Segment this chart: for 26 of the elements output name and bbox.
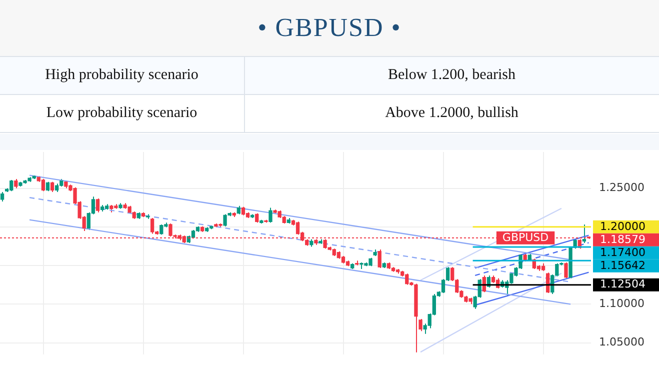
text: Below 1.200, bearish <box>244 56 659 94</box>
candlestick <box>150 217 154 234</box>
ref-line-label: 1.20000 <box>600 220 646 233</box>
text: Above 1.2000, bullish <box>244 94 659 132</box>
candlestick <box>268 207 272 224</box>
ref-line-label: 1.15642 <box>600 258 646 272</box>
chart-title: • GBPUSD • <box>0 0 659 56</box>
y-tick-label: 1.25000 <box>599 181 644 194</box>
y-tick-label: 1.05000 <box>599 336 644 349</box>
y-tick-label: 1.10000 <box>599 297 644 310</box>
annotation: GBPUSD <box>502 230 549 244</box>
ref-line-label: 1.12504 <box>600 278 646 291</box>
candlestick <box>50 181 54 193</box>
ref-line-label: 1.18579 <box>600 232 646 246</box>
candlestick <box>14 178 18 189</box>
candlestick <box>0 192 4 202</box>
text: Low probability scenario <box>0 94 244 132</box>
candlestick <box>46 181 50 192</box>
ref-line-label: 1.17400 <box>600 246 646 259</box>
candlestick <box>255 212 259 224</box>
candlestick <box>582 224 586 244</box>
candlestick <box>96 198 100 213</box>
text: High probability scenario <box>0 56 244 94</box>
candlestick <box>41 178 46 192</box>
candlestick <box>564 262 568 279</box>
candlestick <box>378 248 382 269</box>
